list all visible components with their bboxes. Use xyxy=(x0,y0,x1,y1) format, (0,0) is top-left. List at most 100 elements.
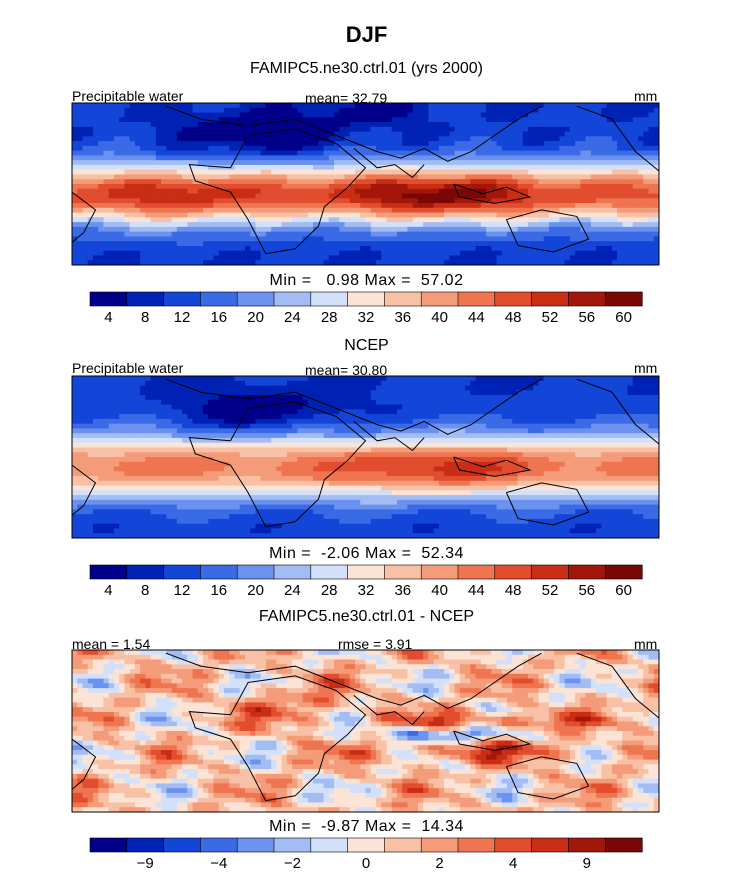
colorbar-tick-label: 20 xyxy=(247,309,264,326)
colorbar-tick-label: 20 xyxy=(247,582,264,599)
colorbar-swatch xyxy=(200,564,238,580)
colorbar-swatch xyxy=(126,837,165,853)
panel-1-colorbar: 4 8 12 16 20 24 28 32 36 40 44 48 52 56 60 xyxy=(89,291,643,326)
colorbar-swatch xyxy=(236,291,275,307)
colorbar-tick-label: 12 xyxy=(174,309,191,326)
panel-2-map xyxy=(72,376,659,538)
panel-1-units: mm xyxy=(634,88,658,104)
colorbar-tick-label: −4 xyxy=(210,855,227,872)
panel-2-colorbar: 4 8 12 16 20 24 28 32 36 40 44 48 52 56 60 xyxy=(89,564,643,599)
colorbar-swatch xyxy=(568,291,606,307)
colorbar-swatch xyxy=(89,291,128,307)
colorbar-tick-label: 32 xyxy=(358,309,375,326)
colorbar-tick-label: 8 xyxy=(141,309,149,326)
colorbar-tick-label: 60 xyxy=(615,582,632,599)
colorbar-tick-label: 4 xyxy=(509,855,517,872)
colorbar-swatch xyxy=(604,564,643,580)
colorbar-swatch xyxy=(531,564,569,580)
panel-1-minmax: Min = 0.98 Max = 57.02 xyxy=(269,272,464,289)
colorbar-tick-label: 48 xyxy=(505,309,522,326)
colorbar-tick-label: 4 xyxy=(104,309,112,326)
colorbar-swatch xyxy=(163,564,202,580)
panel-1-map xyxy=(72,103,659,265)
colorbar-swatch xyxy=(384,564,422,580)
colorbar-tick-label: 16 xyxy=(210,582,227,599)
coastline xyxy=(576,378,659,445)
colorbar-tick-label: 36 xyxy=(394,309,411,326)
colorbar-swatch xyxy=(531,291,569,307)
colorbar-swatch xyxy=(568,837,606,853)
coastline xyxy=(353,695,425,726)
colorbar-tick-label: 2 xyxy=(435,855,443,872)
coastline xyxy=(353,421,425,452)
panel-1-title: FAMIPC5.ne30.ctrl.01 (yrs 2000) xyxy=(250,60,483,77)
colorbar-swatch xyxy=(568,564,606,580)
colorbar-tick-label: −9 xyxy=(137,855,154,872)
coastline xyxy=(576,105,659,172)
colorbar-tick-label: 0 xyxy=(362,855,370,872)
colorbar-tick-label: −2 xyxy=(284,855,301,872)
colorbar-swatch xyxy=(273,564,312,580)
colorbar-tick-label: 60 xyxy=(615,309,632,326)
colorbar-swatch xyxy=(457,291,496,307)
coastline xyxy=(188,401,367,528)
panel-2-left-label: Precipitable water xyxy=(72,360,184,376)
panel-1-frame xyxy=(71,102,660,266)
colorbar-tick-label: 24 xyxy=(284,309,301,326)
panel-2-minmax: Min = -2.06 Max = 52.34 xyxy=(269,545,464,562)
colorbar-swatch xyxy=(163,837,202,853)
colorbar-tick-label: 40 xyxy=(431,582,448,599)
colorbar-swatch xyxy=(384,291,422,307)
colorbar-tick-label: 9 xyxy=(583,855,591,872)
colorbar-tick-label: 24 xyxy=(284,582,301,599)
panel-3-title: FAMIPC5.ne30.ctrl.01 - NCEP xyxy=(258,608,475,625)
coastline xyxy=(72,464,97,516)
coastline xyxy=(165,378,542,435)
panel-2-title: NCEP xyxy=(344,337,389,354)
colorbar-tick-label: 52 xyxy=(542,309,559,326)
colorbar-swatch xyxy=(200,291,238,307)
colorbar-tick-label: 44 xyxy=(468,582,485,599)
colorbar-swatch xyxy=(457,564,496,580)
coastline xyxy=(453,183,532,204)
coastline xyxy=(188,675,367,802)
colorbar-tick-label: 12 xyxy=(174,582,191,599)
coastline xyxy=(453,730,532,751)
coastline xyxy=(188,128,367,255)
colorbar-swatch xyxy=(494,564,533,580)
colorbar-tick-label: 56 xyxy=(578,582,595,599)
coastline xyxy=(505,482,590,526)
figure-title: DJF xyxy=(345,22,388,47)
panel-2-units: mm xyxy=(634,360,658,376)
colorbar-swatch xyxy=(236,837,275,853)
colorbar-swatch xyxy=(310,837,349,853)
colorbar-swatch xyxy=(604,837,643,853)
colorbar-swatch xyxy=(310,291,349,307)
colorbar-swatch xyxy=(347,837,386,853)
panel-3-colorbar: −9 −4 −2 0 2 4 9 xyxy=(89,837,643,872)
coastline xyxy=(72,738,97,790)
colorbar-tick-label: 52 xyxy=(542,582,559,599)
panel-2-frame xyxy=(71,375,660,539)
colorbar-swatch xyxy=(89,564,128,580)
colorbar-tick-label: 36 xyxy=(394,582,411,599)
panel-1-center-label: mean= 32.79 xyxy=(305,90,388,106)
colorbar-swatch xyxy=(126,564,165,580)
colorbar-swatch xyxy=(126,291,165,307)
colorbar-tick-label: 28 xyxy=(321,309,338,326)
colorbar-swatch xyxy=(604,291,643,307)
colorbar-swatch xyxy=(200,837,238,853)
colorbar-swatch xyxy=(89,837,128,853)
colorbar-swatch xyxy=(420,564,459,580)
colorbar-swatch xyxy=(420,837,459,853)
colorbar-tick-label: 40 xyxy=(431,309,448,326)
panel-1-left-label: Precipitable water xyxy=(72,88,184,104)
colorbar-tick-label: 48 xyxy=(505,582,522,599)
colorbar-tick-label: 32 xyxy=(358,582,375,599)
coastline xyxy=(165,652,542,709)
colorbar-tick-label: 16 xyxy=(210,309,227,326)
coastline xyxy=(576,652,659,719)
panel-3-center-label: rmse = 3.91 xyxy=(338,636,413,652)
colorbar-swatch xyxy=(310,564,349,580)
